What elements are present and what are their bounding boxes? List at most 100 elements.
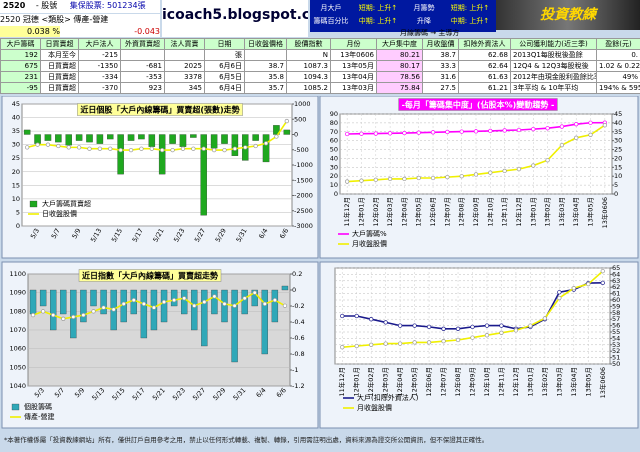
y-tick-label: 45: [12, 100, 20, 108]
point: [455, 326, 461, 331]
y2-tick-label: -1.2: [292, 382, 305, 390]
bar: [23, 129, 31, 135]
x-tick-label: 13年05月: [583, 367, 592, 397]
y2-tick-label: -3000: [294, 222, 313, 230]
point: [211, 147, 217, 153]
table-row: 675 日買賣超 -1350 -681 2025 6月6日 38.7 1087.3 13年05月…: [0, 60, 640, 72]
point: [222, 147, 227, 153]
point: [252, 290, 257, 295]
table-cell: 12Q4 & 12Q3每股稅後: [510, 60, 597, 72]
point: [588, 120, 593, 125]
table-cell: -1350: [78, 60, 121, 72]
x-tick-label: 13年0606: [600, 197, 609, 228]
stock-id-label: - 股號: [35, 1, 58, 10]
y2-tick-label: 51: [612, 354, 620, 362]
table-cell: 6月5日: [204, 71, 245, 83]
bar: [100, 289, 107, 315]
table-cell: 日買賣超: [40, 38, 79, 50]
point: [397, 341, 403, 346]
title-box: [398, 98, 558, 111]
table-cell: 1087.3: [286, 60, 331, 72]
point: [180, 146, 186, 151]
y2-tick-label: -500: [294, 146, 309, 154]
ind-text: 籌碼百分比: [313, 17, 349, 25]
point: [531, 163, 536, 168]
table-row: -95 日買賣超 -370 923 345 6月4日 35.7 1085.2 13年03月 75.…: [0, 82, 640, 94]
bar: [160, 289, 168, 323]
y-tick-label: 90: [330, 110, 338, 118]
point: [574, 122, 579, 127]
bar: [283, 129, 291, 135]
x-tick-label: 12年10月: [482, 367, 491, 397]
table-cell: -334: [78, 71, 121, 83]
x-tick-label: 12年09月: [471, 197, 480, 227]
table-cell: 62.68: [458, 49, 511, 61]
x-tick-label: 12年08月: [453, 367, 462, 397]
point: [139, 146, 144, 151]
y2-tick-label: 0: [614, 190, 618, 198]
table-cell: 大戶法人: [78, 38, 121, 50]
bar: [231, 289, 238, 363]
point: [402, 130, 407, 136]
bar: [281, 285, 289, 291]
y2-tick-label: 53: [612, 341, 620, 349]
y2-tick-label: 15: [614, 163, 622, 171]
point: [131, 297, 136, 303]
point: [149, 146, 154, 151]
table-cell: 0.: [596, 49, 640, 61]
point: [445, 174, 450, 180]
point: [586, 281, 591, 287]
table-cell: 192: [0, 49, 41, 61]
ind-text: 中期: 上升↑: [358, 17, 398, 25]
point: [354, 313, 359, 319]
bar: [65, 134, 72, 146]
y2-tick-label: -0.4: [292, 318, 305, 326]
point: [545, 158, 550, 163]
table-cell: 1.02 & 0.22: [596, 60, 640, 72]
table-cell: 日買賣超: [40, 71, 79, 83]
table-cell: 13年05月: [330, 60, 377, 72]
y-tick-label: 0: [16, 222, 20, 230]
point: [160, 147, 165, 153]
table-cell: 2013Q1每股稅後盈餘: [510, 49, 597, 61]
table-cell: 38.7: [422, 49, 459, 61]
point: [51, 312, 56, 318]
bar: [107, 134, 114, 140]
point: [470, 335, 475, 340]
y-tick-label: 0: [334, 190, 338, 198]
y2-tick-label: 20: [614, 154, 622, 162]
point: [470, 324, 475, 330]
point: [61, 316, 66, 321]
point: [97, 146, 103, 151]
table-cell: 345: [164, 82, 205, 94]
x-tick-label: 12年05月: [414, 197, 423, 227]
point: [402, 176, 407, 182]
point: [574, 135, 579, 140]
point: [340, 345, 345, 350]
point: [373, 131, 378, 136]
y2-tick-label: -2500: [294, 207, 313, 215]
table-cell: 日收盤價格: [244, 38, 287, 50]
y2-tick-label: 62: [612, 283, 620, 291]
y-tick-label: 30: [12, 141, 20, 149]
point: [274, 134, 279, 139]
x-tick-label: 12年10月: [485, 197, 494, 227]
point: [201, 146, 206, 151]
point: [359, 178, 364, 183]
point: [128, 147, 134, 153]
x-tick-label: 12年05月: [410, 367, 419, 397]
y2-tick-label: 35: [614, 128, 622, 136]
point: [345, 131, 350, 137]
table-cell: [120, 49, 165, 61]
x-tick-label: 13年01月: [528, 197, 537, 227]
y-tick-label: 60: [330, 137, 338, 145]
y-tick-label: 30: [330, 163, 338, 171]
table-cell: 外資買賣超: [120, 38, 165, 50]
ind-text: 月大戶: [320, 4, 342, 12]
table-cell: 6月4日: [204, 82, 245, 94]
bar: [221, 134, 228, 144]
footer: *本著作權係屬「投資教練網站」所有，僅供訂戶自用參考之用，禁止以任何形式轉載、複…: [4, 436, 489, 444]
bar: [251, 289, 258, 307]
table-row: 192 本月至今 -215 張 N 13年0606 80.21 38.7 62.68 2013Q1…: [0, 49, 640, 61]
y-tick-label: 1060: [9, 345, 26, 353]
